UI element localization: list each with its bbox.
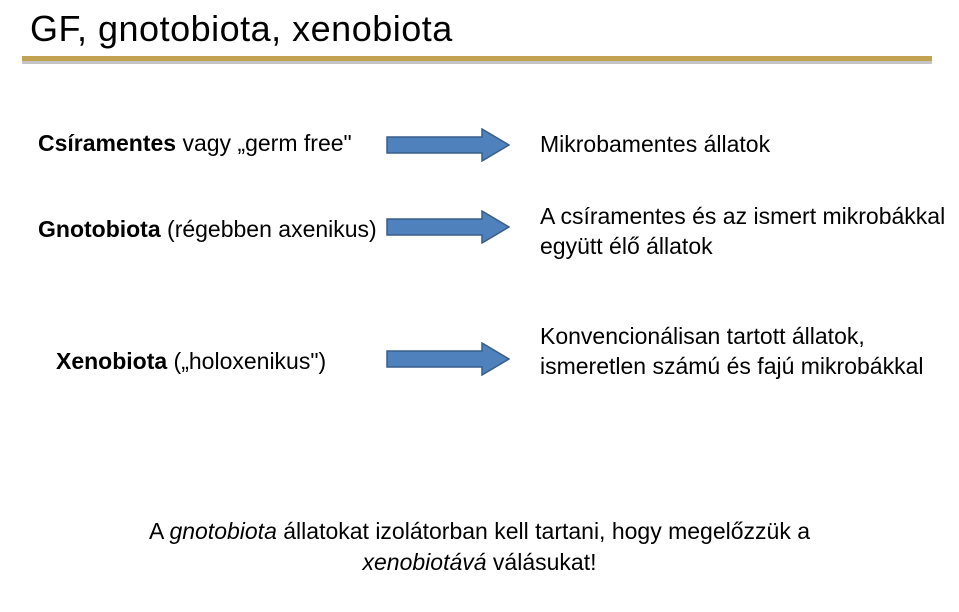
term-3-rest: („holoxenikus") bbox=[167, 348, 326, 374]
arrow-icon bbox=[386, 342, 510, 376]
arrow-path bbox=[387, 343, 509, 375]
title-underline bbox=[22, 56, 932, 61]
footer-post: válásukat! bbox=[487, 549, 597, 575]
definition-2: A csíramentes és az ismert mikrobákkal e… bbox=[540, 202, 959, 262]
definition-1: Mikrobamentes állatok bbox=[540, 130, 770, 160]
arrow-path bbox=[387, 129, 509, 161]
definition-3: Konvencionálisan tartott állatok, ismere… bbox=[540, 322, 959, 382]
footer-italic-2: xenobiotává bbox=[363, 549, 487, 575]
footer-pre: A bbox=[149, 518, 169, 544]
title-underline-shadow bbox=[22, 61, 932, 64]
term-1-bold: Csíramentes bbox=[38, 130, 176, 156]
term-1-rest: vagy „germ free" bbox=[176, 130, 352, 156]
footer-italic-1: gnotobiota bbox=[169, 518, 276, 544]
arrow-icon bbox=[386, 128, 510, 162]
term-2-rest: (régebben axenikus) bbox=[161, 216, 377, 242]
term-1: Csíramentes vagy „germ free" bbox=[38, 130, 352, 157]
arrow-icon bbox=[386, 210, 510, 244]
term-2-bold: Gnotobiota bbox=[38, 216, 161, 242]
term-3-bold: Xenobiota bbox=[56, 348, 167, 374]
footer-note: A gnotobiota állatokat izolátorban kell … bbox=[0, 516, 959, 578]
arrow-path bbox=[387, 211, 509, 243]
term-3: Xenobiota („holoxenikus") bbox=[56, 348, 326, 375]
slide-title: GF, gnotobiota, xenobiota bbox=[0, 0, 959, 50]
footer-mid: állatokat izolátorban kell tartani, hogy… bbox=[277, 518, 810, 544]
term-2: Gnotobiota (régebben axenikus) bbox=[38, 216, 377, 243]
